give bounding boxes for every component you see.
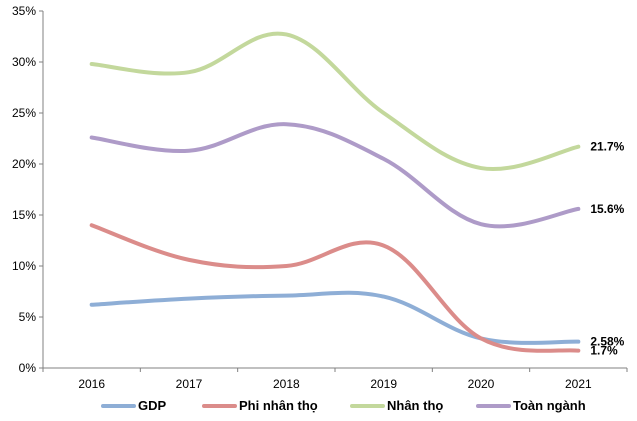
series-line-1: [89, 223, 581, 353]
legend-label-0: GDP: [138, 398, 167, 413]
y-tick-label: 0%: [19, 361, 37, 375]
end-labels: 2.58%1.7% 21.7% 15.6%: [590, 140, 624, 358]
x-tick-label: 2021: [565, 377, 592, 391]
end-label-0: 2.58%: [590, 335, 624, 349]
y-tick-label: 25%: [12, 106, 36, 120]
x-tick-label: 2020: [468, 377, 495, 391]
y-tick-label: 35%: [12, 4, 36, 18]
end-label-3: 15.6%: [590, 202, 624, 216]
x-tick-label: 2019: [370, 377, 397, 391]
x-tick-label: 2018: [273, 377, 300, 391]
series-group: [89, 31, 581, 353]
series-line-3: [89, 122, 581, 229]
x-tick-label: 2017: [176, 377, 203, 391]
legend: GDP Phi nhân thọ Nhân thọ Toàn ngành: [101, 398, 586, 413]
y-tick-label: 10%: [12, 259, 36, 273]
axes: 0% 5% 10% 15% 20% 25% 30% 35% 2016 2017 2018 2019 20…: [12, 4, 628, 391]
series-line-0: [89, 290, 581, 345]
end-label-1: 1.7%: [590, 344, 618, 358]
legend-label-3: Toàn ngành: [513, 398, 586, 413]
legend-label-2: Nhân thọ: [387, 398, 443, 413]
end-label-2: 21.7%: [590, 140, 624, 154]
series-line-2: [89, 31, 581, 172]
x-tick-label: 2016: [78, 377, 105, 391]
y-tick-label: 5%: [19, 310, 37, 324]
y-tick-label: 30%: [12, 55, 36, 69]
y-tick-label: 20%: [12, 157, 36, 171]
y-tick-label: 15%: [12, 208, 36, 222]
legend-label-1: Phi nhân thọ: [239, 398, 318, 413]
